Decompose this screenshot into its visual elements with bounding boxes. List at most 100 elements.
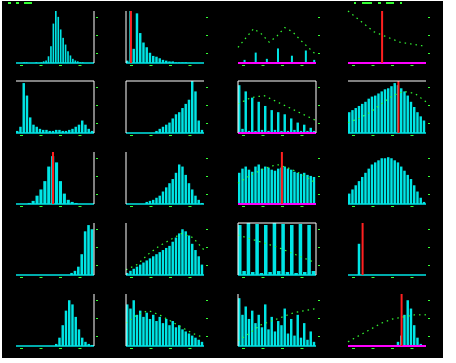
histogram-bar (155, 321, 158, 346)
histogram-bar (84, 124, 87, 133)
histogram-bar (272, 223, 277, 275)
histogram-bar (161, 191, 165, 204)
y-tick-mark (318, 176, 320, 177)
histogram-bar (181, 229, 184, 275)
histogram-bar (270, 110, 273, 133)
histogram-bar (400, 88, 403, 133)
x-tick-mark (371, 135, 375, 136)
histogram-bar (238, 225, 242, 275)
histogram-bar (254, 52, 257, 63)
histogram-bar (299, 173, 303, 204)
x-tick-mark (281, 277, 284, 278)
y-tick-mark (206, 105, 208, 106)
histogram-bar (244, 306, 247, 346)
histogram-bar (55, 11, 57, 63)
x-tick-mark (371, 348, 375, 349)
histogram-bar (62, 193, 66, 204)
histogram-bar (171, 321, 174, 346)
histogram-bar (35, 126, 38, 133)
histogram-bar (148, 200, 152, 204)
histogram-bar (260, 129, 264, 133)
histogram-bar (174, 327, 178, 346)
histogram-bar (298, 224, 303, 275)
histogram-bar (299, 337, 303, 346)
histogram-bar (303, 124, 306, 133)
histogram-bar (267, 329, 270, 346)
histogram-bar (267, 130, 270, 133)
histogram-bar (306, 130, 309, 133)
y-tick-mark (428, 265, 430, 266)
histogram-bar (72, 58, 74, 63)
y-tick-mark (428, 194, 430, 195)
x-tick-mark (78, 348, 82, 349)
x-tick-mark (391, 348, 394, 349)
histogram-bar (25, 95, 29, 133)
histogram-bar (354, 185, 357, 204)
histogram-bar (197, 120, 200, 133)
histogram-bar (351, 189, 354, 204)
histogram-bar (285, 272, 290, 275)
histogram-bar (273, 331, 277, 346)
histogram-bar (280, 130, 283, 133)
histogram-bar (178, 164, 181, 204)
histogram-bar (387, 157, 390, 204)
y-tick-mark (428, 229, 430, 230)
histogram-bar (260, 327, 264, 346)
x-tick-mark (391, 206, 394, 207)
histogram-bar (181, 108, 184, 133)
histogram-bar (277, 112, 280, 133)
y-tick-mark (206, 17, 208, 18)
panel-r3c3 (348, 223, 430, 278)
x-tick-mark (20, 348, 23, 349)
x-tick-mark (261, 65, 265, 66)
panel-r1c1 (125, 80, 208, 136)
x-tick-mark (352, 277, 355, 278)
histogram-bar (380, 158, 383, 204)
histogram-bar (194, 337, 197, 346)
histogram-bar (194, 195, 197, 204)
histogram-bar (87, 128, 90, 133)
x-tick-mark (300, 135, 304, 136)
histogram-bar (83, 231, 87, 275)
histogram-bar (357, 105, 361, 133)
overlay-curve (237, 163, 317, 184)
x-tick-mark (169, 65, 172, 66)
x-tick-mark (410, 348, 414, 349)
y-tick-mark (206, 229, 208, 230)
histogram-bar (178, 233, 181, 275)
histogram-bar (403, 91, 406, 133)
histogram-bar (264, 225, 268, 275)
histogram-bar (400, 166, 403, 204)
histogram-bar (158, 128, 161, 133)
histogram-bar (238, 172, 241, 204)
histogram-bar (374, 95, 377, 133)
histogram-bar (387, 88, 390, 133)
histogram-bar (403, 314, 406, 346)
histogram-bar (55, 343, 58, 346)
histogram-bar (390, 158, 393, 204)
histogram-bar (277, 168, 280, 204)
histogram-bar (273, 129, 277, 133)
histogram-bar (62, 37, 64, 63)
histogram-bar (264, 166, 267, 204)
y-tick-mark (206, 247, 208, 248)
histogram-bar (304, 50, 307, 63)
histogram-bar (139, 310, 142, 346)
x-tick-mark (149, 277, 153, 278)
x-tick-mark (242, 135, 245, 136)
overlay-curve (347, 314, 426, 343)
histogram-bar (161, 323, 165, 346)
histogram-bar (200, 129, 204, 133)
x-tick-mark (78, 65, 82, 66)
histogram-bar (181, 329, 184, 346)
histogram-bar (59, 29, 62, 63)
histogram-bar (191, 189, 194, 204)
histogram-bar (148, 318, 152, 346)
overlay-curve (125, 309, 205, 339)
panel-r1c0 (16, 80, 98, 136)
histogram-bar (364, 101, 367, 133)
x-tick-mark (130, 348, 133, 349)
histogram-bar (293, 171, 296, 204)
y-tick-mark (428, 300, 430, 301)
histogram-bar (303, 272, 307, 275)
